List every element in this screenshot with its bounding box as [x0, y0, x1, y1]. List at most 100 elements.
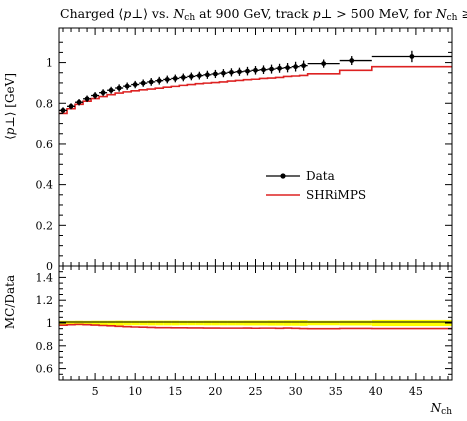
data-point	[155, 76, 164, 85]
data-point	[339, 56, 372, 66]
ratio-band-segment	[139, 320, 148, 326]
data-point	[147, 78, 156, 86]
data-point	[259, 65, 268, 74]
main-y-tick-label: 0.6	[36, 138, 54, 151]
ratio-y-tick-label: 1.4	[36, 271, 54, 284]
ratio-band-layer	[59, 319, 452, 327]
ratio-band-segment	[195, 320, 204, 326]
ratio-band-segment	[251, 320, 260, 326]
ratio-band-segment	[291, 320, 300, 326]
data-point	[91, 92, 100, 99]
ratio-shrimps-step-line	[59, 323, 452, 330]
x-tick-label: 5	[92, 385, 99, 398]
data-point	[203, 70, 212, 79]
x-tick-label: 20	[208, 385, 222, 398]
ratio-band-segment	[243, 320, 252, 326]
ratio-band-segment	[187, 320, 196, 326]
ratio-band-segment	[371, 319, 452, 327]
ratio-band-segment	[163, 320, 172, 326]
data-point	[139, 79, 148, 87]
main-y-label: ⟨p⊥⟩ [GeV]	[3, 73, 17, 140]
data-point	[179, 73, 188, 82]
ratio-band-segment	[283, 320, 292, 326]
legend: Data SHRiMPS	[266, 169, 366, 202]
ratio-x-ticks: 5 10 15 20 25 30 35 40 45	[62, 266, 449, 398]
x-tick-label: 35	[329, 385, 343, 398]
data-point	[371, 50, 452, 63]
ratio-band-segment	[259, 320, 268, 326]
chart-title: Charged ⟨p⊥⟩ vs. Nch at 900 GeV, track p…	[60, 6, 467, 23]
data-point	[243, 66, 252, 76]
ratio-band-segment	[99, 320, 108, 326]
data-point	[235, 67, 244, 76]
ratio-band-segment	[123, 320, 132, 326]
ratio-band-segment	[299, 320, 308, 326]
data-point	[291, 61, 300, 72]
ratio-y-tick-label: 0.6	[36, 363, 54, 376]
ratio-band-segment	[115, 320, 124, 326]
main-panel: 0 0.2 0.4 0.6 0.8 1	[36, 27, 453, 273]
ratio-y-tick-label: 1.2	[36, 294, 54, 307]
x-tick-label: 45	[409, 385, 423, 398]
main-y-tick-label: 1	[46, 57, 53, 70]
x-axis-label: Nch	[430, 401, 453, 417]
ratio-band-segment	[147, 320, 156, 326]
data-point	[107, 86, 116, 94]
ratio-panel: 0.6 0.8 1 1.2 1.4 5 10 15 20 25 30 35 40 45	[36, 265, 453, 398]
ratio-y-ticks: 0.6 0.8 1 1.2 1.4	[36, 271, 452, 381]
main-y-tick-label: 0.4	[36, 179, 54, 192]
x-tick-label: 25	[249, 385, 263, 398]
main-y-tick-label: 0.2	[36, 219, 54, 232]
x-tick-label: 30	[289, 385, 303, 398]
ratio-band-segment	[211, 320, 220, 326]
data-point	[115, 84, 124, 92]
main-frame	[58, 27, 453, 267]
ratio-band-segment	[107, 320, 116, 326]
data-point	[171, 74, 180, 83]
legend-data-label: Data	[306, 169, 335, 183]
ratio-band-segment	[235, 320, 244, 326]
ratio-band-segment	[131, 320, 140, 326]
ratio-band-segment	[219, 320, 228, 326]
shrimps-step-line	[59, 65, 452, 115]
data-point	[307, 59, 340, 68]
data-point	[163, 75, 172, 84]
legend-shrimps-label: SHRiMPS	[306, 188, 366, 202]
legend-data-marker	[280, 173, 286, 179]
data-point	[251, 66, 260, 75]
data-point	[59, 107, 68, 114]
data-point	[195, 71, 204, 80]
data-point	[83, 95, 92, 103]
main-y-tick-label: 0	[46, 260, 53, 273]
ratio-band-segment	[307, 320, 340, 326]
main-y-tick-label: 0.8	[36, 97, 54, 110]
main-data-layer	[59, 50, 452, 114]
data-point	[99, 89, 108, 97]
ratio-band-segment	[91, 320, 100, 326]
data-point	[211, 69, 220, 79]
ratio-band-segment	[83, 320, 92, 326]
ratio-y-tick-label: 0.8	[36, 340, 54, 353]
ratio-band-segment	[67, 320, 76, 326]
ratio-band-segment	[275, 320, 284, 326]
data-point	[67, 103, 76, 110]
ratio-band-segment	[227, 320, 236, 326]
data-point	[131, 80, 140, 89]
x-tick-label: 15	[168, 385, 182, 398]
main-y-ticks: 0 0.2 0.4 0.6 0.8 1	[36, 41, 452, 273]
data-point	[275, 63, 284, 73]
ratio-y-tick-label: 1	[46, 317, 53, 330]
data-point	[299, 60, 308, 71]
data-point	[123, 82, 132, 90]
ratio-band-segment	[339, 320, 372, 326]
data-point	[75, 98, 84, 106]
data-point	[219, 69, 228, 78]
data-point	[283, 62, 292, 73]
main-x-ticks	[62, 28, 449, 266]
data-point	[187, 72, 196, 81]
data-point	[227, 68, 236, 77]
x-tick-label: 10	[128, 385, 142, 398]
x-tick-label: 40	[369, 385, 383, 398]
main-mc-layer	[59, 65, 452, 115]
ratio-band-segment	[171, 320, 180, 326]
